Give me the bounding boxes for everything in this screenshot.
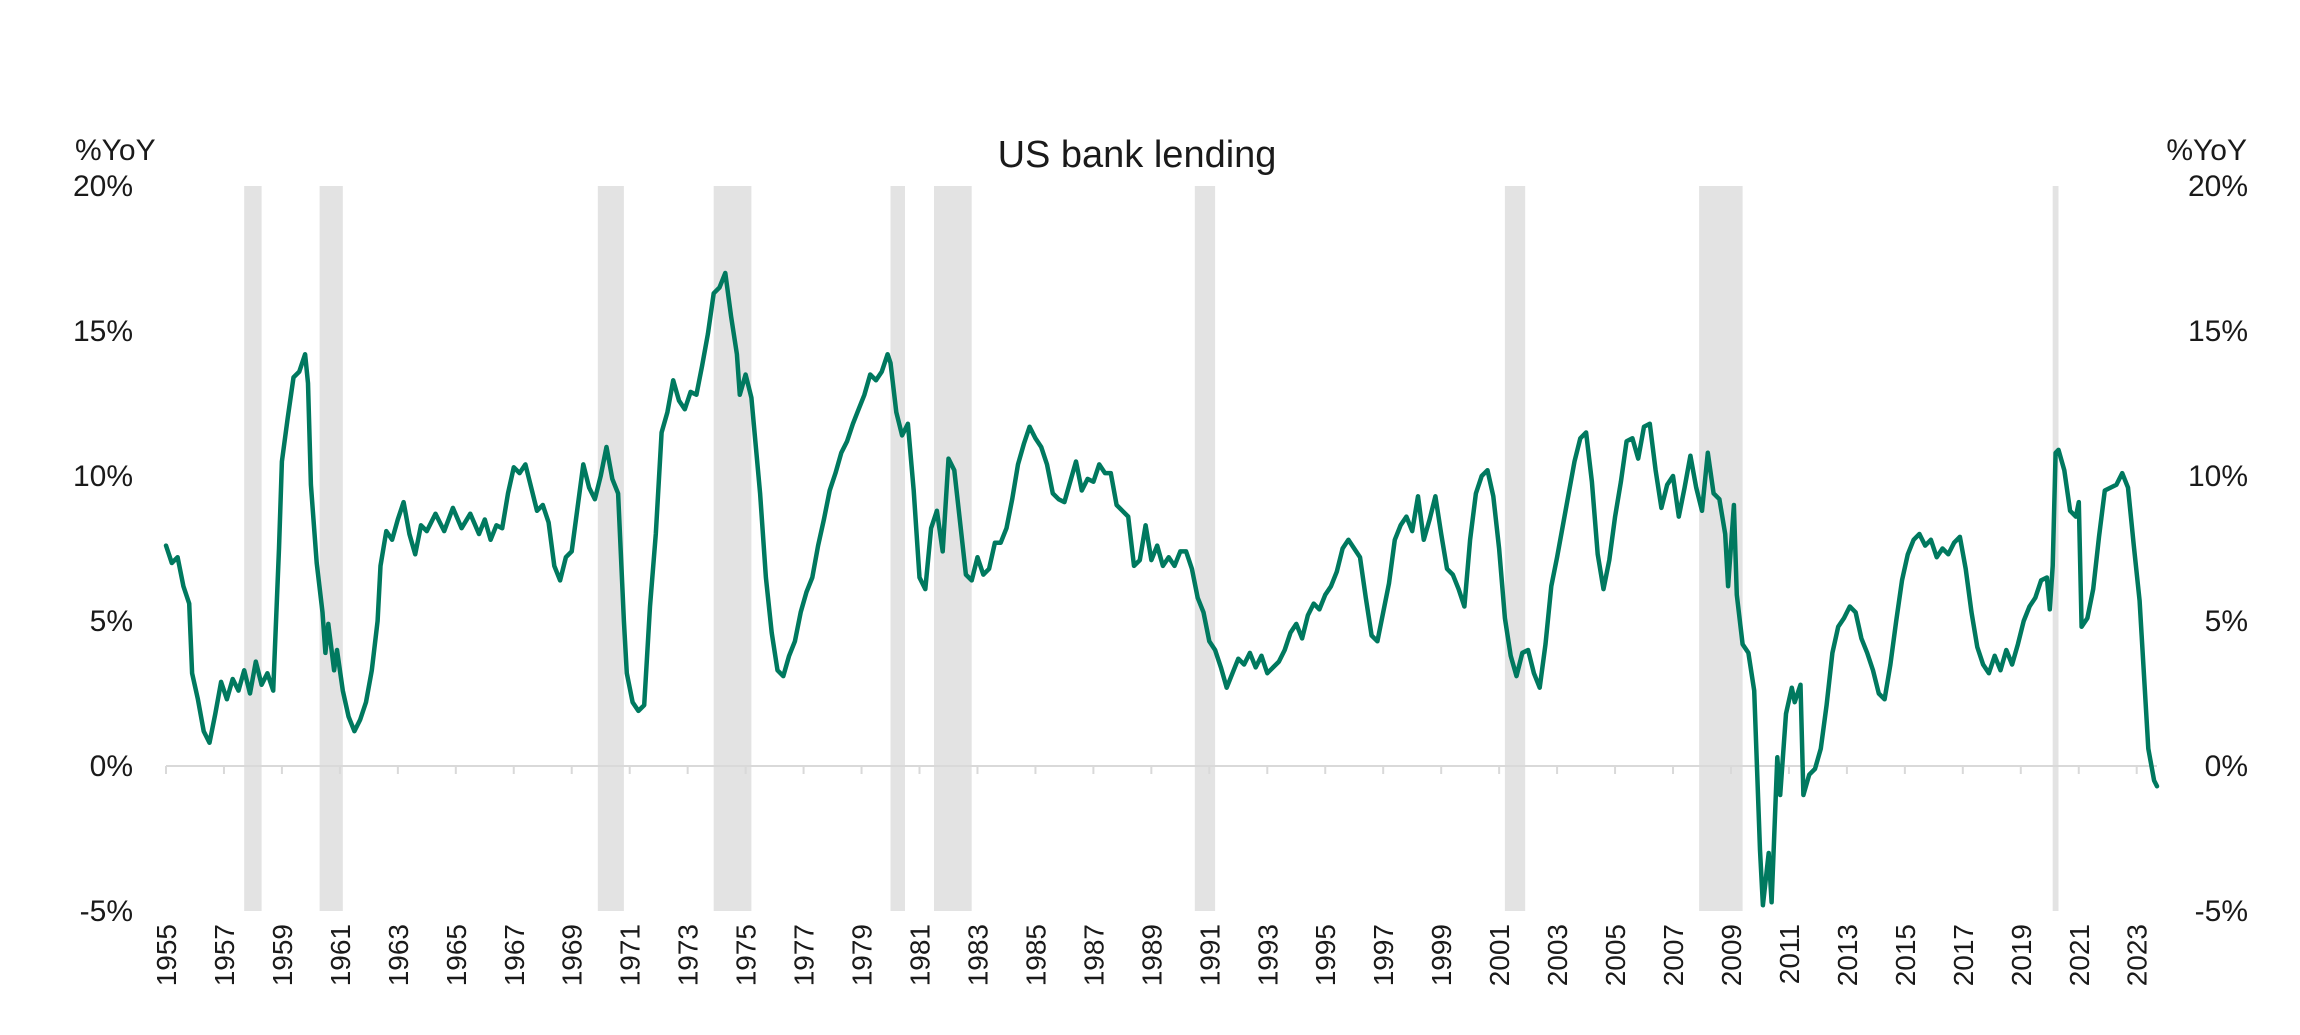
recession-band xyxy=(890,186,905,911)
x-tick-label: 2007 xyxy=(1658,924,1689,986)
x-tick-label: 1993 xyxy=(1252,924,1283,986)
y-tick-label-right: 20% xyxy=(2188,170,2248,203)
x-tick-label: 1971 xyxy=(615,924,646,986)
y-axis-left: 20% 15% 10% 5% 0% -5% xyxy=(73,170,133,928)
recession-shading-group xyxy=(244,186,2059,911)
recession-band xyxy=(713,186,752,911)
recession-band xyxy=(1504,186,1526,911)
x-tick-label: 1977 xyxy=(789,924,820,986)
recession-band xyxy=(934,186,972,911)
recession-band xyxy=(1194,186,1216,911)
x-tick-label: 1991 xyxy=(1194,924,1225,986)
x-tick-label: 2005 xyxy=(1600,924,1631,986)
x-tick-label: 1955 xyxy=(151,924,182,986)
x-tick-label: 1973 xyxy=(673,924,704,986)
x-tick-label: 2011 xyxy=(1774,924,1805,984)
x-tick-label: 1987 xyxy=(1078,924,1109,986)
x-tick-label: 1965 xyxy=(441,924,472,986)
x-tick-label: 1985 xyxy=(1020,924,1051,986)
y-tick-label-right: 15% xyxy=(2188,315,2248,348)
x-tick-label: 2017 xyxy=(1948,924,1979,986)
chart-title: US bank lending xyxy=(998,134,1277,176)
y-unit-left: %YoY xyxy=(75,134,156,167)
y-tick-label-right: -5% xyxy=(2195,895,2248,928)
x-tick-label: 2009 xyxy=(1716,924,1747,986)
y-tick-label-left: 0% xyxy=(90,750,133,783)
x-tick-label: 1995 xyxy=(1310,924,1341,986)
x-tick-label: 1983 xyxy=(963,924,994,986)
x-tick-label: 1999 xyxy=(1426,924,1457,986)
x-tick-label: 1997 xyxy=(1368,924,1399,986)
y-tick-label-left: 10% xyxy=(73,460,133,493)
x-tick-label: 1957 xyxy=(209,924,240,986)
y-tick-label-left: 20% xyxy=(73,170,133,203)
y-tick-label-right: 5% xyxy=(2205,605,2248,638)
x-tick-label: 1989 xyxy=(1136,924,1167,986)
x-tick-label: 1963 xyxy=(383,924,414,986)
recession-band xyxy=(2052,186,2059,911)
recession-band xyxy=(244,186,262,911)
y-tick-label-right: 0% xyxy=(2205,750,2248,783)
x-tick-label: 1975 xyxy=(731,924,762,986)
series-line xyxy=(163,270,2160,908)
x-tick-label: 1979 xyxy=(847,924,878,986)
x-tick-label: 1961 xyxy=(325,924,356,986)
x-tick-label: 1967 xyxy=(499,924,530,986)
x-tick-label: 2013 xyxy=(1832,924,1863,986)
x-tick-label: 1959 xyxy=(267,924,298,986)
recession-band xyxy=(319,186,343,911)
y-tick-label-left: 15% xyxy=(73,315,133,348)
x-tick-label: 2015 xyxy=(1890,924,1921,986)
x-tick-label: 2001 xyxy=(1484,924,1515,986)
x-tick-label: 2019 xyxy=(2006,924,2037,986)
y-tick-label-left: -5% xyxy=(80,895,133,928)
x-tick-label: 2003 xyxy=(1542,924,1573,986)
y-tick-label-right: 10% xyxy=(2188,460,2248,493)
x-axis: 1955 1957 1959 1961 1963 1965 1967 1969 1971 1973… xyxy=(151,766,2153,986)
x-tick-label: 2021 xyxy=(2064,924,2095,986)
y-unit-right: %YoY xyxy=(2166,134,2247,167)
y-tick-label-left: 5% xyxy=(90,605,133,638)
x-tick-label: 1981 xyxy=(905,924,936,986)
x-tick-label: 2023 xyxy=(2122,924,2153,986)
y-axis-right: 20% 15% 10% 5% 0% -5% xyxy=(2188,170,2248,928)
x-tick-label: 1969 xyxy=(557,924,588,986)
